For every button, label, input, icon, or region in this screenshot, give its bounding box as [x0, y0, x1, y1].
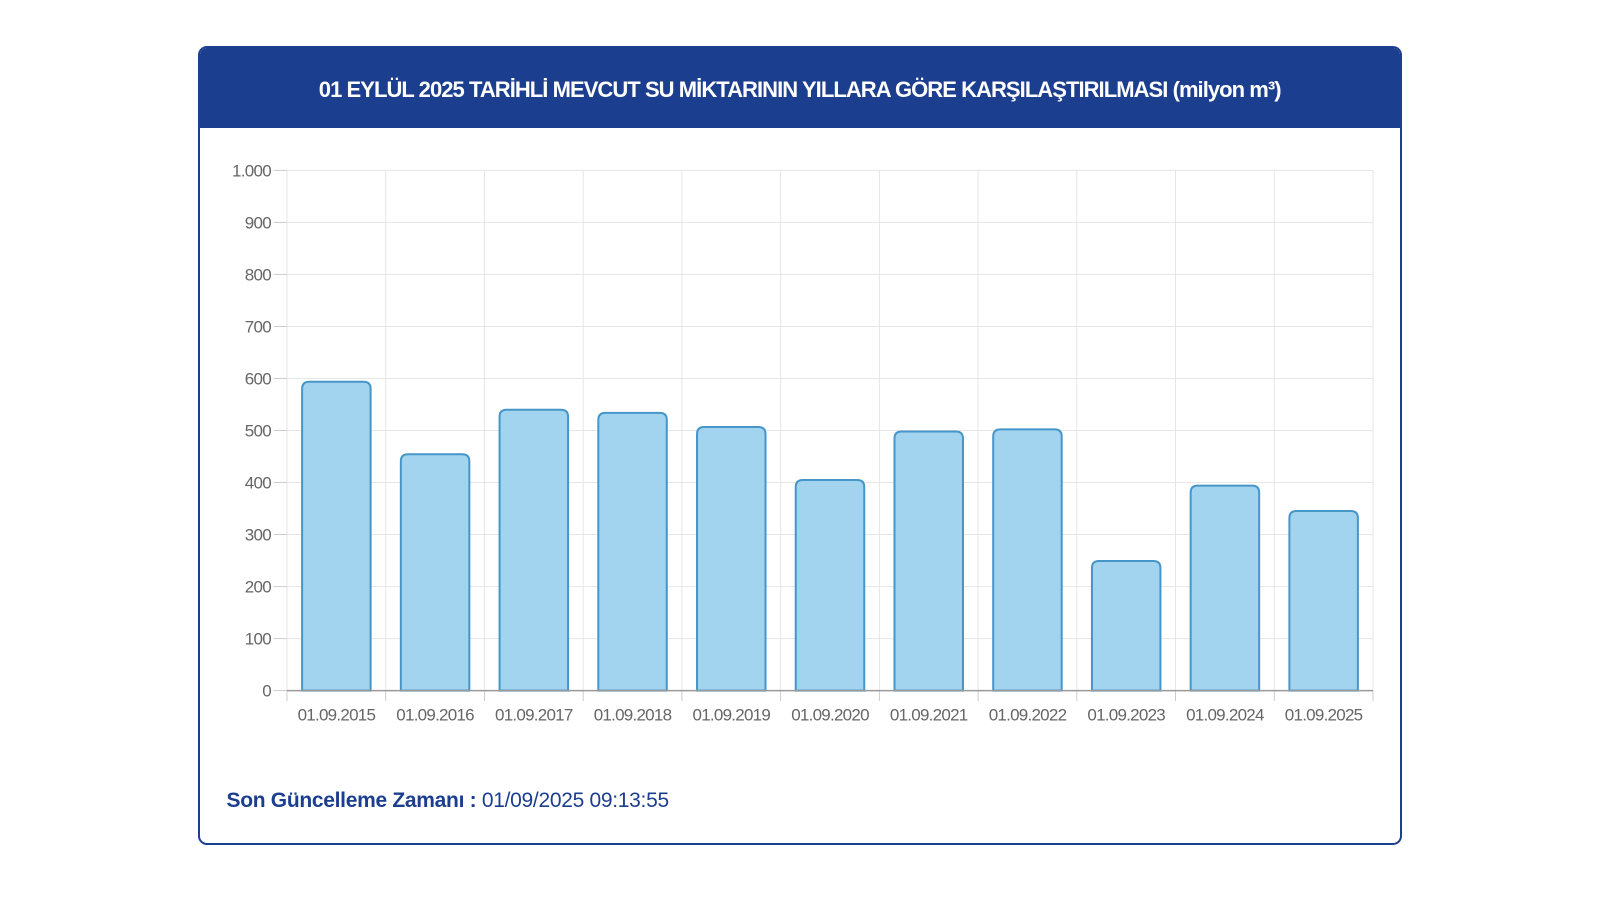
svg-text:01.09.2022: 01.09.2022: [989, 706, 1067, 725]
svg-text:700: 700: [245, 318, 272, 337]
svg-text:600: 600: [245, 370, 272, 389]
svg-text:400: 400: [245, 474, 272, 493]
svg-text:01.09.2024: 01.09.2024: [1186, 706, 1264, 725]
svg-text:900: 900: [245, 213, 272, 232]
svg-text:500: 500: [245, 422, 272, 441]
svg-text:300: 300: [245, 526, 272, 545]
svg-text:01.09.2020: 01.09.2020: [791, 706, 869, 725]
svg-text:01.09.2016: 01.09.2016: [396, 706, 474, 725]
svg-text:01.09.2015: 01.09.2015: [298, 706, 376, 725]
svg-text:01.09.2023: 01.09.2023: [1087, 706, 1165, 725]
svg-text:0: 0: [262, 682, 271, 701]
svg-text:100: 100: [245, 630, 272, 649]
svg-text:1.000: 1.000: [232, 161, 271, 180]
svg-text:800: 800: [245, 265, 272, 284]
svg-text:01.09.2019: 01.09.2019: [693, 706, 771, 725]
svg-text:01.09.2017: 01.09.2017: [495, 706, 573, 725]
svg-text:01.09.2018: 01.09.2018: [594, 706, 672, 725]
svg-text:01.09.2025: 01.09.2025: [1285, 706, 1363, 725]
svg-text:200: 200: [245, 578, 272, 597]
svg-text:01.09.2021: 01.09.2021: [890, 706, 968, 725]
